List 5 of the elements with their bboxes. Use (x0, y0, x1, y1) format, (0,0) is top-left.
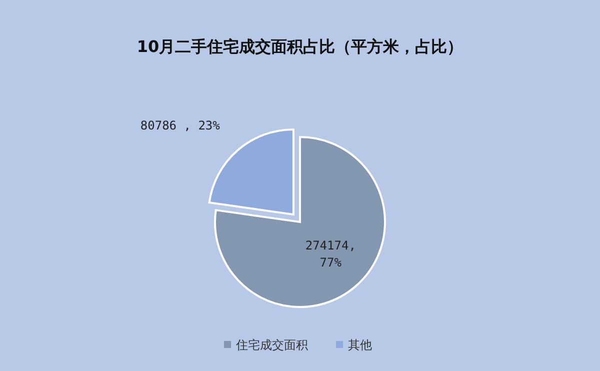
legend-label: 住宅成交面积 (235, 338, 308, 352)
data-label: 80786 , 23% (140, 118, 221, 133)
data-label: 274174, 77% (305, 238, 356, 270)
legend-label: 其他 (348, 338, 372, 352)
chart-title: 10月二手住宅成交面积占比（平方米，占比） (136, 37, 464, 56)
